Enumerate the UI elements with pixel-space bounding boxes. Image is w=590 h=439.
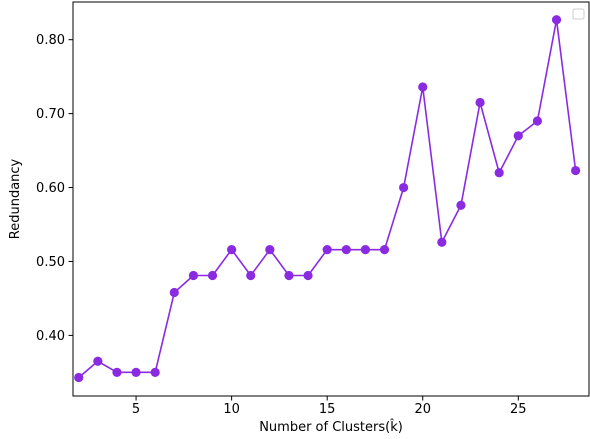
- data-point: [169, 287, 179, 298]
- data-point: [207, 270, 218, 281]
- plot-border: [72, 1, 590, 397]
- plot-frame: [72, 1, 590, 397]
- data-point: [418, 82, 428, 92]
- x-axis-label: Number of Clusters(k̂): [259, 420, 403, 435]
- x-tick-label: 15: [319, 402, 336, 417]
- data-point: [265, 245, 275, 255]
- data-point: [341, 245, 351, 255]
- data-point: [571, 165, 581, 176]
- data-point: [532, 116, 543, 126]
- y-tick-label: 0.50: [36, 255, 65, 270]
- data-point: [322, 245, 332, 255]
- data-point: [551, 15, 562, 25]
- x-tick-label: 10: [223, 402, 240, 417]
- series-layer: [74, 15, 581, 383]
- data-point: [112, 367, 122, 377]
- data-point: [150, 367, 160, 377]
- data-point: [494, 168, 504, 178]
- data-point: [437, 237, 447, 247]
- data-point: [360, 245, 370, 255]
- y-axis-ticks: 0.40 0.50 0.60 0.70 0.80: [36, 33, 73, 344]
- data-point: [227, 245, 237, 255]
- data-point: [246, 270, 256, 281]
- data-point: [303, 270, 313, 281]
- data-point: [188, 270, 198, 281]
- legend-box: [572, 8, 585, 20]
- x-axis-ticks: 5 10 15 20 25: [132, 396, 527, 417]
- data-point: [399, 182, 409, 193]
- x-tick-label: 5: [132, 402, 140, 417]
- data-point: [131, 367, 141, 377]
- y-tick-label: 0.60: [36, 181, 65, 196]
- data-point: [74, 372, 84, 383]
- data-point: [475, 97, 485, 108]
- legend: [572, 8, 585, 20]
- y-tick-label: 0.80: [36, 33, 65, 48]
- data-point: [513, 131, 523, 141]
- y-tick-label: 0.40: [36, 329, 65, 344]
- y-axis-label: Redundancy: [8, 158, 23, 239]
- x-tick-label: 25: [510, 402, 527, 417]
- x-tick-label: 20: [414, 402, 431, 417]
- data-point: [284, 270, 294, 281]
- data-point: [456, 200, 466, 210]
- data-point: [93, 356, 103, 366]
- data-point: [379, 245, 390, 255]
- series-line: [78, 18, 577, 379]
- y-tick-label: 0.70: [36, 107, 65, 122]
